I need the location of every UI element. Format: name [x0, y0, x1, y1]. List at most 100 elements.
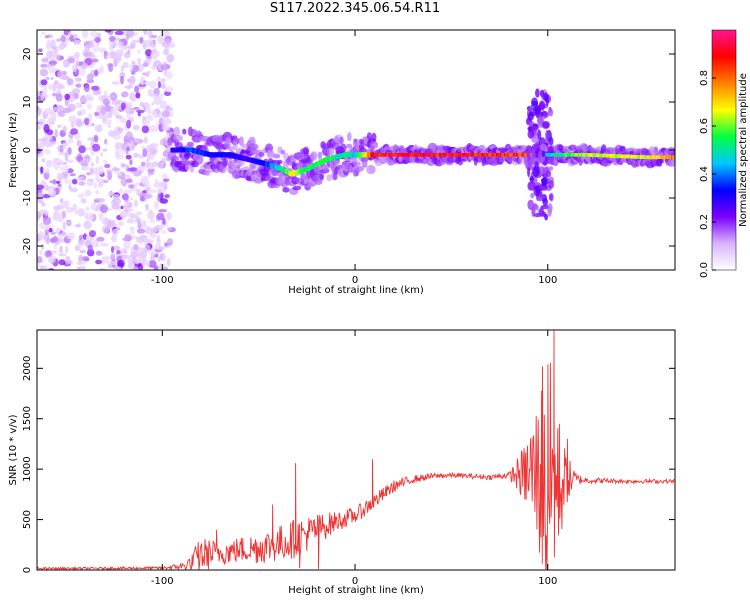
- noise-blob: [162, 217, 166, 225]
- noise-blob: [128, 208, 134, 212]
- noise-blob: [110, 246, 115, 253]
- noise-blob: [93, 182, 97, 189]
- noise-blob: [126, 112, 131, 119]
- spread-blob: [543, 112, 549, 118]
- noise-blob: [146, 154, 156, 160]
- noise-blob: [58, 259, 66, 266]
- noise-blob: [52, 178, 57, 185]
- y-tick-label: 20: [22, 48, 33, 61]
- noise-blob: [105, 169, 113, 174]
- noise-blob: [147, 168, 155, 173]
- noise-blob: [128, 77, 135, 87]
- noise-blob: [152, 60, 162, 68]
- x-tick-label: 0: [352, 275, 358, 286]
- noise-blob: [161, 230, 167, 234]
- y-tick-label: 2000: [22, 356, 33, 381]
- noise-blob: [89, 167, 94, 175]
- noise-blob: [59, 245, 63, 254]
- spread-blob: [536, 116, 544, 125]
- noise-blob: [107, 171, 112, 181]
- noise-blob: [41, 31, 47, 35]
- noise-blob: [64, 164, 69, 173]
- spread-blob: [527, 112, 534, 121]
- noise-blob: [55, 227, 61, 233]
- noise-blob: [142, 40, 148, 50]
- noise-blob: [119, 187, 124, 195]
- noise-blob: [95, 250, 103, 256]
- noise-blob: [130, 252, 138, 259]
- noise-blob: [133, 152, 140, 158]
- noise-blob: [46, 250, 52, 257]
- x-tick-label: 100: [538, 576, 557, 587]
- noise-blob: [48, 83, 54, 91]
- noise-blob: [145, 260, 150, 267]
- noise-blob: [69, 187, 79, 193]
- colorbar-tick-label: 0.6: [699, 118, 710, 134]
- noise-blob: [62, 221, 66, 231]
- noise-blob: [75, 83, 82, 88]
- noise-blob: [76, 140, 82, 147]
- noise-blob: [74, 224, 81, 228]
- noise-blob: [142, 148, 148, 158]
- noise-blob: [146, 186, 152, 194]
- noise-blob: [120, 117, 127, 124]
- spectrogram-x-axis-label: Height of straight line (km): [288, 285, 424, 296]
- noise-blob: [104, 118, 112, 125]
- snr-frame: [36, 329, 676, 571]
- noise-blob: [41, 203, 46, 207]
- noise-blob: [107, 123, 112, 129]
- noise-blob: [154, 178, 158, 183]
- noise-blob: [58, 173, 63, 182]
- noise-blob: [66, 159, 75, 163]
- ridge-halo: [366, 132, 372, 141]
- noise-blob: [46, 143, 53, 147]
- noise-blob: [56, 104, 63, 110]
- ridge-halo: [231, 159, 237, 170]
- spread-blob: [530, 192, 535, 199]
- noise-blob: [125, 154, 132, 160]
- noise-blob: [124, 107, 131, 113]
- ridge-halo: [339, 143, 347, 153]
- noise-blob: [47, 189, 56, 196]
- ridge-halo: [173, 134, 184, 142]
- noise-blob: [50, 76, 54, 81]
- noise-blob: [67, 57, 75, 64]
- noise-blob: [89, 230, 96, 238]
- noise-blob: [112, 107, 119, 117]
- noise-blob: [93, 199, 100, 204]
- noise-blob: [150, 253, 156, 261]
- noise-blob: [136, 109, 145, 114]
- ridge-halo: [216, 144, 224, 151]
- x-tick-label: 100: [538, 275, 557, 286]
- ridge-halo: [238, 136, 244, 146]
- ridge-cell: [672, 155, 675, 159]
- noise-blob: [65, 245, 69, 254]
- noise-blob: [113, 59, 118, 68]
- noise-blob: [42, 194, 51, 199]
- noise-blob: [37, 262, 40, 270]
- ridge-halo: [196, 154, 204, 165]
- noise-blob: [82, 49, 90, 58]
- noise-blob: [151, 102, 155, 106]
- noise-blob: [127, 167, 136, 172]
- noise-blob: [125, 131, 133, 141]
- spread-blob: [531, 136, 539, 144]
- noise-blob: [133, 106, 140, 111]
- noise-blob: [138, 83, 147, 87]
- y-tick-label: 500: [22, 510, 33, 529]
- noise-blob: [107, 191, 113, 197]
- noise-blob: [91, 58, 99, 63]
- noise-blob: [85, 147, 94, 151]
- noise-blob: [52, 250, 57, 254]
- noise-blob: [44, 35, 50, 39]
- noise-blob: [126, 30, 135, 38]
- noise-blob: [60, 166, 66, 172]
- noise-blob: [41, 243, 45, 251]
- noise-blob: [58, 217, 64, 223]
- noise-blob: [91, 162, 95, 167]
- noise-blob: [94, 125, 102, 133]
- noise-blob: [40, 166, 44, 175]
- noise-blob: [59, 197, 64, 204]
- snr-x-axis-label: Height of straight line (km): [288, 585, 424, 596]
